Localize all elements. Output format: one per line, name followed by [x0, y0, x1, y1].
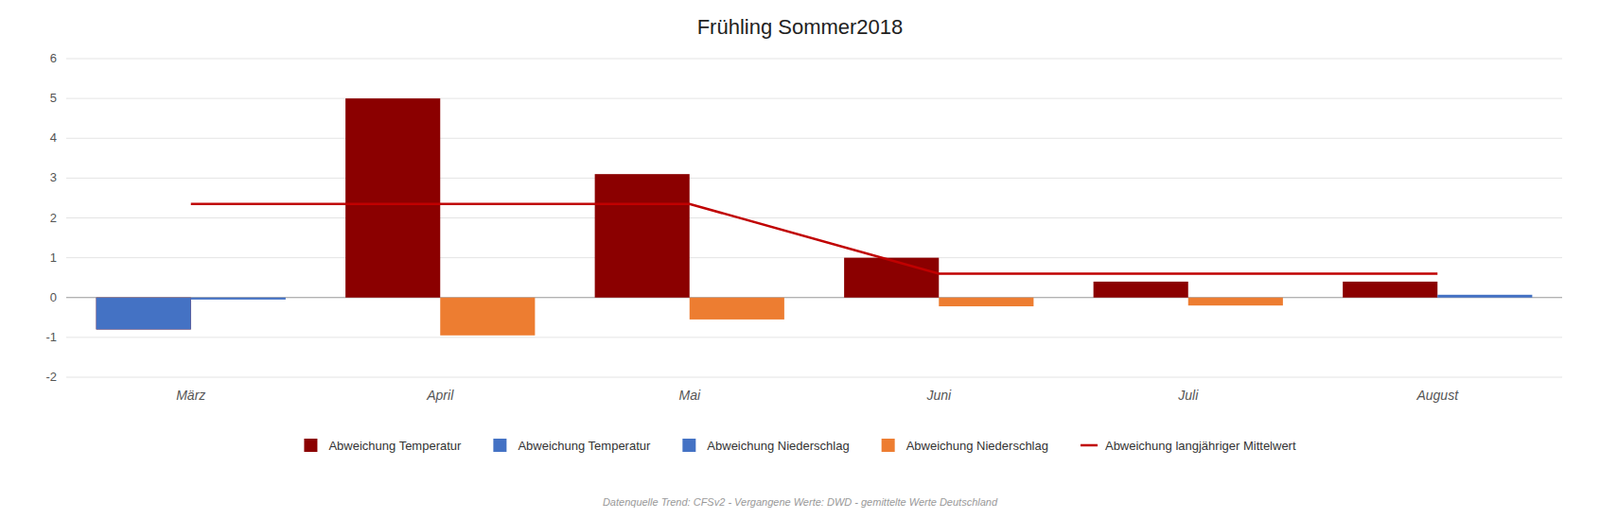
- y-tick-label: 2: [50, 210, 57, 226]
- y-tick-label: 0: [50, 290, 57, 305]
- y-tick-label: 3: [50, 170, 57, 185]
- bar: [1342, 281, 1438, 299]
- bar: [439, 298, 535, 336]
- legend-label: Abweichung langjähriger Mittelwert: [1105, 439, 1297, 454]
- legend-item: Abweichung Niederschlag: [682, 439, 849, 454]
- bar: [96, 298, 192, 331]
- grid-line: [66, 138, 1563, 140]
- bar: [1093, 297, 1189, 299]
- legend-label: Abweichung Temperatur: [517, 439, 651, 454]
- legend-swatch: [881, 439, 896, 453]
- bar: [1437, 295, 1532, 299]
- grid-line: [66, 58, 1563, 60]
- line: [191, 204, 1439, 275]
- legend-label: Abweichung Niederschlag: [706, 439, 849, 454]
- grid-line: [66, 336, 1563, 338]
- legend-item: Abweichung Niederschlag: [881, 439, 1049, 454]
- title: Frühling Sommer2018: [697, 15, 904, 39]
- x-tick-label: Juli: [1177, 387, 1199, 404]
- bar: [595, 174, 690, 299]
- bar: [96, 298, 192, 331]
- legend-item: Abweichung langjähriger Mittelwert: [1080, 439, 1297, 454]
- bar: [1188, 298, 1284, 306]
- x-tick-label: Mai: [678, 387, 701, 404]
- bar-series: [439, 298, 1284, 336]
- grid-line: [66, 257, 1563, 259]
- legend-swatch: [492, 439, 507, 453]
- legend-item: Abweichung Temperatur: [492, 439, 651, 454]
- y-tick-label: 1: [50, 250, 57, 265]
- bar: [595, 297, 690, 299]
- bar-series: [96, 98, 1439, 330]
- legend: Abweichung Temperatur Abweichung Temperat…: [303, 439, 1297, 454]
- grid-line: [66, 217, 1563, 219]
- bar: [938, 298, 1034, 307]
- legend-item: Abweichung Temperatur: [303, 439, 462, 454]
- y-tick-label: -1: [45, 330, 57, 345]
- y-tick-label: 6: [50, 51, 57, 66]
- bar: [345, 98, 440, 299]
- x-tick-label: März: [175, 387, 206, 404]
- footnote: Datenquelle Trend: CFSv2 - Vergangene We…: [602, 496, 999, 509]
- bar: [1093, 281, 1189, 299]
- bar: [1342, 297, 1438, 299]
- legend-label: Abweichung Niederschlag: [906, 439, 1049, 454]
- legend-swatch: [1080, 444, 1098, 448]
- bar-series: [96, 298, 192, 331]
- x-tick-label: April: [425, 387, 455, 404]
- x-tick-label: Juni: [925, 387, 952, 404]
- grid-line: [66, 377, 1563, 379]
- grid-line: [66, 297, 1563, 299]
- bar-series: [191, 295, 1533, 300]
- bar: [843, 258, 939, 299]
- bar: [689, 298, 785, 320]
- legend-swatch: [682, 439, 696, 453]
- bar: [191, 298, 286, 300]
- y-tick-label: 5: [50, 90, 57, 106]
- marks: [96, 98, 1533, 336]
- legend-swatch: [303, 439, 317, 453]
- grid-line: [66, 177, 1563, 179]
- x-tick-label: August: [1415, 387, 1460, 404]
- chart: Frühling Sommer2018 -2 -1 0 1 2 3 4 5 6 März April M…: [0, 0, 1600, 519]
- grid: [66, 58, 1563, 378]
- bar: [345, 297, 440, 299]
- y-tick-label: -2: [45, 369, 57, 385]
- y-tick-label: 4: [50, 130, 57, 145]
- bar: [191, 297, 286, 299]
- grid-line: [66, 98, 1563, 100]
- bar: [843, 297, 939, 299]
- bar: [1437, 297, 1532, 299]
- legend-label: Abweichung Temperatur: [328, 439, 462, 454]
